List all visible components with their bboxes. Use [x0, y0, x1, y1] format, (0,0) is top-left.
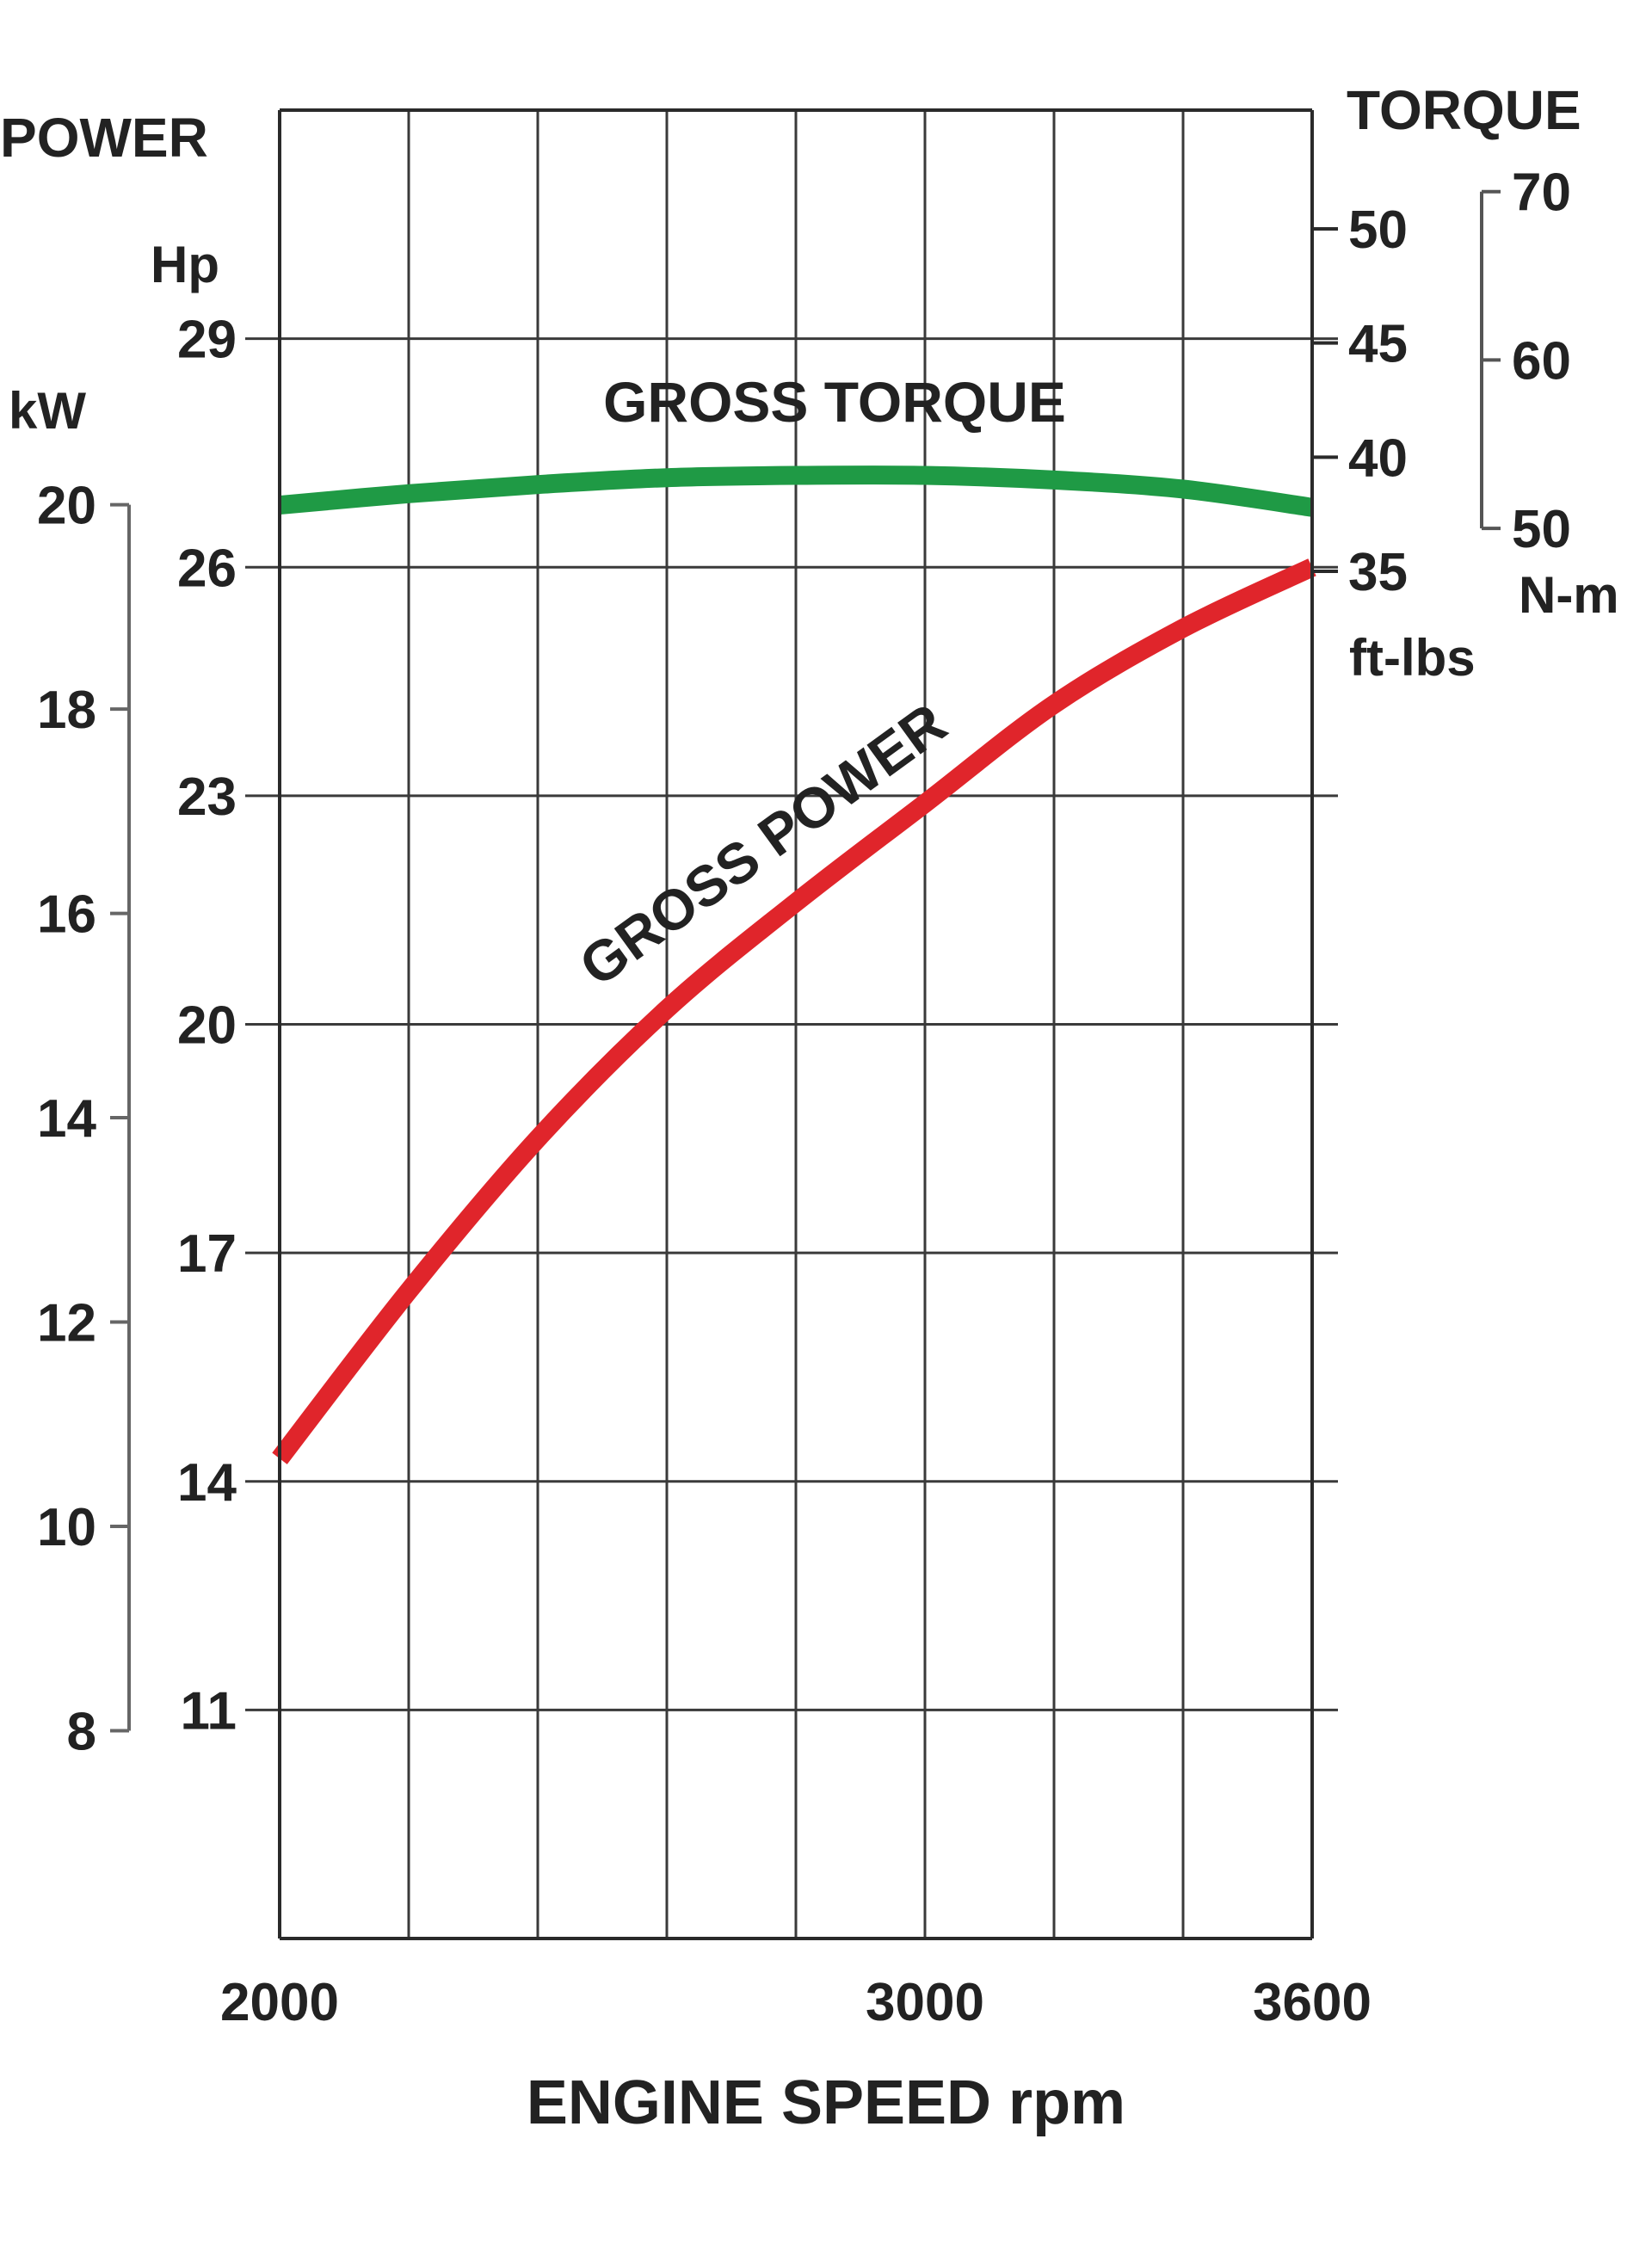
x-axis-label: ENGINE SPEED rpm — [527, 2068, 1125, 2137]
x-tick-label: 2000 — [220, 1973, 339, 2032]
x-tick-label: 3000 — [866, 1973, 984, 2032]
series-label-gross-power: GROSS POWER — [568, 691, 958, 998]
nm-unit-label: N-m — [1519, 566, 1619, 624]
hp-tick-label: 23 — [177, 767, 237, 827]
kw-tick-label: 20 — [37, 477, 96, 536]
hp-tick-label: 17 — [177, 1224, 237, 1284]
x-tick-label: 3600 — [1253, 1973, 1372, 2032]
nm-tick-label: 70 — [1512, 163, 1571, 223]
hp-tick-label: 20 — [177, 996, 237, 1056]
series-line-gross-power — [272, 558, 1316, 1464]
axes: 2000 3000 3600 11 14 17 20 23 26 29 8 10 12 14 16 18 20 3… — [37, 108, 1571, 2032]
hp-tick-label: 11 — [180, 1681, 237, 1741]
ftlbs-tick-label: 35 — [1348, 543, 1408, 602]
kw-tick-label: 16 — [37, 885, 96, 945]
grid — [245, 110, 1338, 1939]
hp-unit-label: Hp — [151, 236, 219, 293]
hp-tick-label: 29 — [177, 311, 237, 370]
kw-tick-label: 8 — [67, 1702, 96, 1761]
series-label-gross-torque: GROSS TORQUE — [603, 370, 1066, 434]
kw-tick-label: 12 — [37, 1294, 96, 1353]
nm-tick-label: 60 — [1512, 331, 1571, 391]
left-axis-title: POWER — [0, 107, 208, 169]
series-layer — [272, 465, 1316, 1464]
series-line-gross-torque — [279, 465, 1314, 517]
hp-tick-label: 14 — [177, 1453, 237, 1513]
kw-tick-label: 18 — [37, 681, 96, 740]
ftlbs-tick-label: 40 — [1348, 428, 1408, 488]
nm-tick-label: 50 — [1512, 500, 1571, 559]
kw-tick-label: 10 — [37, 1498, 96, 1557]
kw-unit-label: kW — [9, 382, 86, 440]
ftlbs-tick-label: 50 — [1348, 200, 1408, 260]
hp-tick-label: 26 — [177, 539, 237, 598]
kw-tick-label: 14 — [37, 1089, 96, 1149]
right-axis-title: TORQUE — [1347, 79, 1581, 141]
ftlbs-unit-label: ft-lbs — [1349, 629, 1476, 687]
ftlbs-tick-label: 45 — [1348, 315, 1408, 374]
